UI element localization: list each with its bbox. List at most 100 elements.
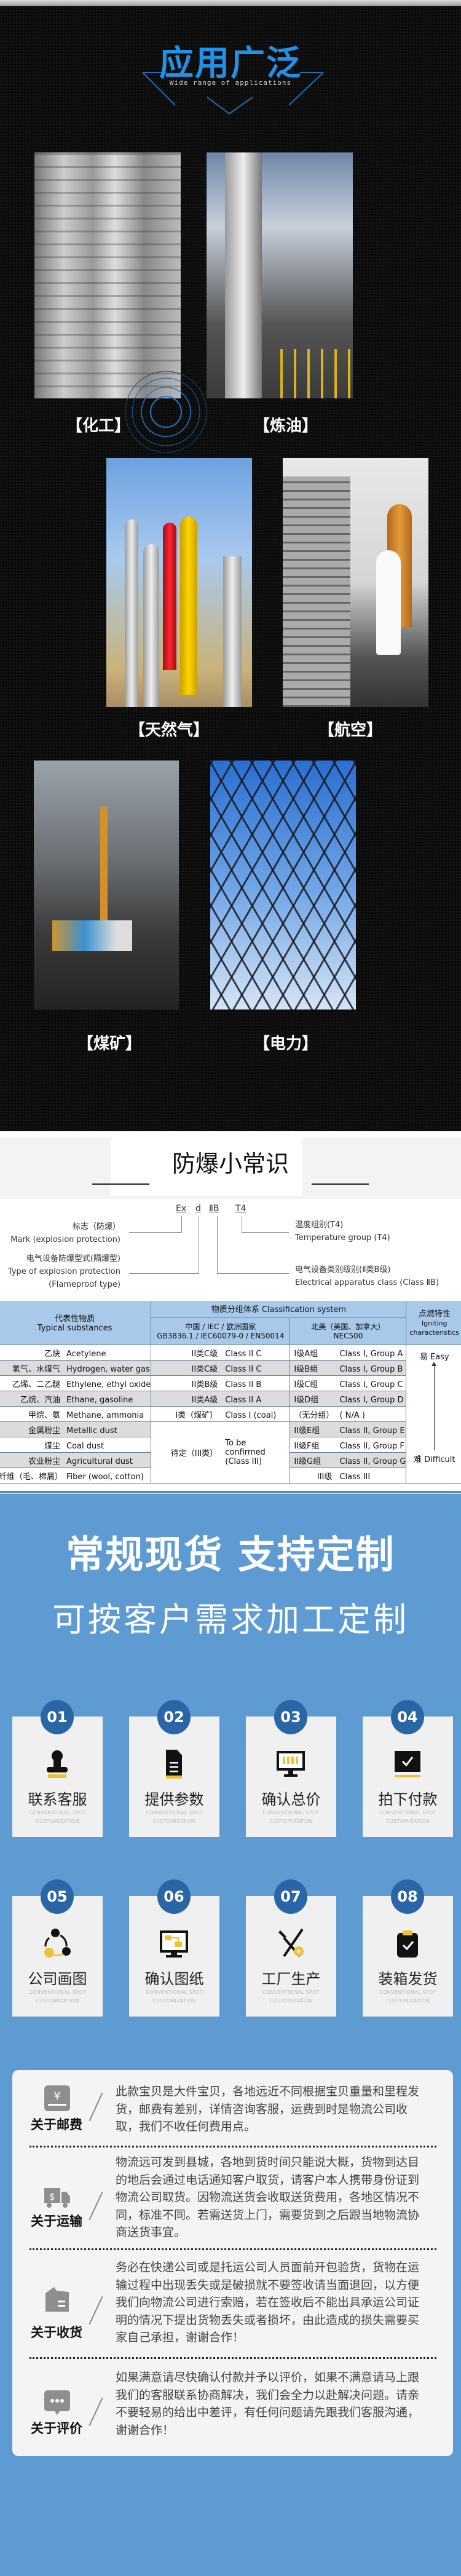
nec-class-cn: II级E组	[294, 1426, 320, 1436]
info-text: 物流远可发到县城，各地到货时间只能说大概，货物到达目的地后会通过电话通知客户取货…	[116, 2155, 420, 2239]
iec-class-en: Class II C	[225, 1364, 262, 1374]
signal-rings-decoration	[125, 371, 207, 453]
dotted-divider	[30, 2357, 436, 2359]
substance-cn: 金属粉尘	[28, 1426, 60, 1436]
label-coal-mine: 【煤矿】	[77, 1035, 141, 1053]
step-label: 公司画图	[28, 1970, 87, 1988]
nec-class-en: Class I, Group B	[339, 1364, 403, 1374]
leader-line	[217, 1273, 289, 1274]
substance-en: Ethane, gasoline	[66, 1395, 133, 1405]
iec-tbc: 待定（III类）To be confirmed (Class III)	[151, 1421, 291, 1484]
step-subtitle: CONVENTIONAL SPOT CUSTOMIZATION	[146, 1989, 203, 2004]
mark-label-cn: 标志（防爆）	[72, 1222, 120, 1231]
iec-class-en: Class II C	[225, 1349, 262, 1359]
nec-class-cn: II级G组	[294, 1456, 321, 1466]
dotted-divider	[30, 2146, 436, 2147]
dotted-divider	[30, 2248, 436, 2250]
step-number-badge: 07	[274, 1879, 307, 1914]
knowledge-title: 防爆小常识	[171, 1150, 289, 1177]
difficult-label: 难 Difficult	[414, 1455, 455, 1464]
step-subtitle: CONVENTIONAL SPOT CUSTOMIZATION	[379, 1810, 436, 1824]
class-label-cn: 电气设备类别级别(Ⅱ类B级)	[295, 1265, 391, 1274]
header-system: 物质分组体系 Classification system	[151, 1302, 407, 1318]
truck-icon: $	[44, 2188, 70, 2208]
svg-text:$: $	[49, 2191, 55, 2202]
temp-label-en: Temperature group (T4)	[295, 1233, 390, 1243]
nec-class-en: Class II, Group G	[339, 1456, 406, 1466]
title-line-left	[92, 1183, 149, 1185]
label-refinery: 【炼油】	[253, 417, 318, 435]
checkbox-icon	[395, 1751, 420, 1777]
nec-class-en: Class I, Group D	[339, 1395, 404, 1405]
info-label: 关于运输	[31, 2214, 82, 2229]
info-text: 务必在快递公司或是托运公司人员面前开包验货，货物在运输过程中出现丢失或是破损就不…	[116, 2261, 420, 2344]
arrow-up-icon	[431, 1362, 437, 1450]
label-natural-gas: 【天然气】	[128, 721, 209, 740]
header-igniting: 点燃特性 Igniting characteristics	[406, 1302, 461, 1345]
substance-en: Acetylene	[66, 1349, 106, 1359]
top-bar	[0, 0, 461, 6]
step-card	[246, 1896, 336, 2017]
leader-line	[129, 1273, 199, 1274]
mark-class: ⅡB	[209, 1204, 219, 1214]
substance-en: Fiber (wool, cotton)	[66, 1472, 144, 1482]
substance-cn: 氢气、水煤气	[12, 1364, 60, 1374]
iec-class-en: Class II A	[225, 1395, 262, 1405]
step-label: 拍下付款	[378, 1791, 438, 1808]
nec-class-en: Class I, Group C	[339, 1380, 403, 1389]
iec-class-cn: II类A级	[191, 1395, 218, 1405]
title-line-right	[312, 1183, 369, 1185]
custom-subline: 可按客户需求加工定制	[52, 1600, 409, 1639]
table-row: 氢气、水煤气 Hydrogen, water gas II类C级 Class II C…	[0, 1360, 461, 1376]
step-number-badge: 04	[391, 1700, 424, 1734]
svg-text:¥: ¥	[53, 2090, 60, 2103]
info-text: 如果满意请尽快确认付款并予以评价，如果不满意请马上跟我们的客服联系协商解决，我们…	[116, 2371, 420, 2437]
step-subtitle: CONVENTIONAL SPOT CUSTOMIZATION	[262, 1810, 320, 1824]
table-row: 乙炔 Acetylene II类C级 Class II C I级A组 Class I, G…	[0, 1345, 461, 1484]
mark-label-en: Mark (explosion protection)	[10, 1235, 120, 1244]
leader-line	[242, 1232, 289, 1233]
step-label: 装箱发货	[378, 1970, 438, 1988]
nec-class-en: Class III	[339, 1472, 371, 1482]
photo-power	[210, 761, 356, 1009]
clipboard-check-icon	[397, 1930, 418, 1958]
header-nec: 北美（美国、加拿大） NEC500	[290, 1318, 407, 1345]
type-label-en2: (Flameproof type)	[49, 1280, 120, 1289]
drawing-monitor-icon	[160, 1930, 188, 1958]
step-subtitle: CONVENTIONAL SPOT CUSTOMIZATION	[262, 1989, 320, 2004]
table-row: 甲烷、氨 Methane, ammonia I类（煤矿） Class I (coal)…	[0, 1406, 461, 1422]
mark-label: 标志（防爆） Mark (explosion protection)	[10, 1220, 120, 1246]
nec-class-cn: I级C组	[294, 1380, 318, 1389]
nec-class-cn: I级A组	[294, 1349, 318, 1359]
mark-temp: T4	[235, 1204, 246, 1214]
nec-class-en: Class II, Group F	[339, 1441, 404, 1451]
photo-chemical	[34, 152, 181, 398]
step-subtitle: CONVENTIONAL SPOT CUSTOMIZATION	[29, 1989, 86, 2004]
photo-natural-gas	[106, 458, 252, 707]
photo-refinery	[207, 152, 353, 398]
nec-class-en: Class I, Group A	[339, 1349, 403, 1359]
nec-class-cn: I级D组	[294, 1395, 319, 1405]
step-label: 确认总价	[261, 1791, 321, 1808]
step-number-badge: 08	[391, 1879, 424, 1914]
mark-d: d	[195, 1204, 201, 1214]
substance-en: Agricultural dust	[66, 1456, 133, 1466]
step-label: 联系客服	[28, 1791, 87, 1808]
substance-en: Coal dust	[66, 1441, 104, 1451]
stamp-icon	[47, 1750, 68, 1778]
substance-en: Ethylene, ethyl oxide	[66, 1380, 151, 1389]
substance-en: Methane, ammonia	[66, 1410, 144, 1420]
package-icon	[45, 2287, 69, 2312]
iec-class-cn: II类C级	[191, 1349, 218, 1359]
class-label: 电气设备类别级别(Ⅱ类B级) Electrical apparatus clas…	[295, 1263, 439, 1289]
title-frame-decoration	[142, 72, 324, 115]
cycle-icon	[44, 1929, 71, 1958]
substance-cn: 纤维（毛、棉屑）	[0, 1472, 63, 1482]
classification-table: 代表性物质 Typical substances 物质分组体系 Classific…	[0, 1302, 461, 1484]
custom-headline: 常规现货 支持定制	[66, 1532, 395, 1577]
temp-label: 温度组别(T4) Temperature group (T4)	[295, 1219, 390, 1244]
substance-cn: 农业粉尘	[28, 1456, 60, 1466]
table-row: 乙烷、汽油 Ethane, gasoline II类A级 Class II A I级D组…	[0, 1391, 461, 1407]
leader-line	[217, 1216, 218, 1274]
step-subtitle: CONVENTIONAL SPOT CUSTOMIZATION	[29, 1810, 86, 1824]
